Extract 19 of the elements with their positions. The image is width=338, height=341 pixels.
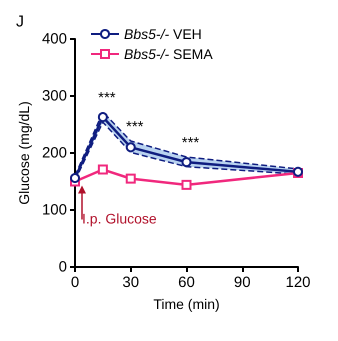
y-tick-label: 100 [42,202,67,218]
x-tick-label: 60 [178,274,195,291]
y-tick-label: 400 [42,30,67,48]
x-tick-label: 30 [122,274,140,291]
annotation: *** [182,134,200,152]
y-axis-title: Glucose (mg/dL) [16,101,32,205]
x-tick-label: 90 [234,274,251,291]
annotation: *** [98,89,116,106]
x-axis-title: Time (min) [153,296,220,312]
x-tick-label: 120 [285,274,311,291]
annotation: I.p. Glucose [82,210,157,226]
x-tick-label: 0 [70,274,80,291]
y-tick-label: 300 [42,88,67,104]
annotation: *** [126,118,144,136]
text: J [16,14,24,30]
legend-label: Bbs5-/- VEH [124,26,202,42]
y-tick-label: 0 [58,258,67,276]
y-tick-label: 200 [42,144,67,162]
legend-label: Bbs5-/- SEMA [124,46,214,62]
